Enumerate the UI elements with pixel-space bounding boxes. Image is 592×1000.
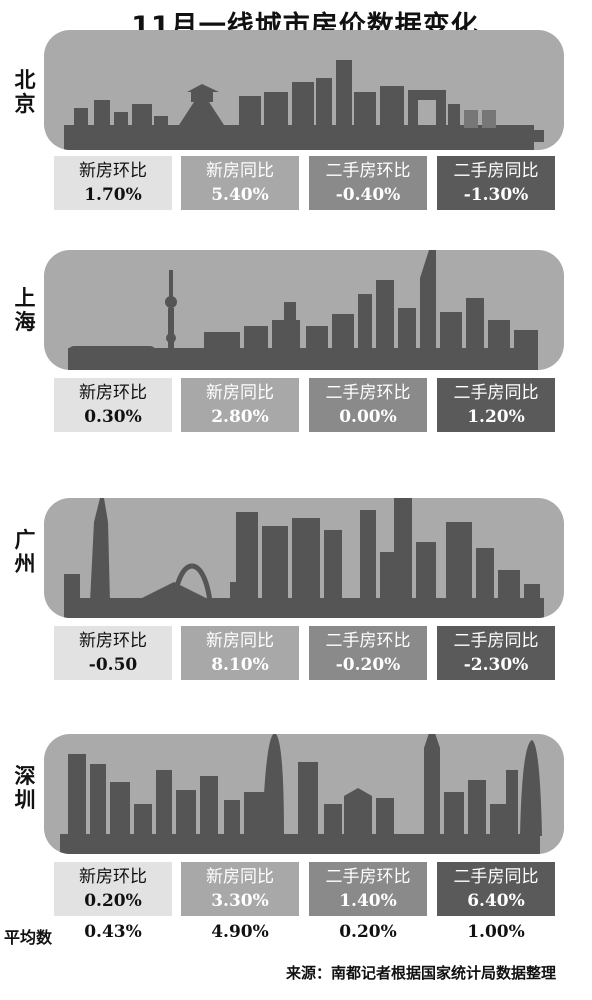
stat-cell-used-yoy: 二手房同比 -2.30% bbox=[437, 626, 555, 680]
skyline-shanghai bbox=[44, 250, 564, 370]
stat-value: -0.40% bbox=[335, 185, 401, 205]
stat-cell-new-mom: 新房环比 0.20% bbox=[54, 862, 172, 916]
city-panel-shanghai: 上海 bbox=[0, 250, 592, 460]
stat-label: 新房同比 bbox=[206, 867, 274, 887]
stat-label: 新房环比 bbox=[79, 867, 147, 887]
stat-cell-used-yoy: 二手房同比 -1.30% bbox=[437, 156, 555, 210]
stat-cell-used-mom: 二手房环比 0.00% bbox=[309, 378, 427, 432]
average-value-used-yoy: 1.00% bbox=[467, 922, 525, 942]
stat-value: 2.80% bbox=[211, 407, 269, 427]
stat-value: 1.20% bbox=[467, 407, 525, 427]
city-name: 深圳 bbox=[14, 764, 36, 812]
stat-label: 二手房环比 bbox=[325, 867, 411, 887]
city-panel-shenzhen: 深圳 bbox=[0, 734, 592, 944]
skyline-shenzhen bbox=[44, 734, 564, 854]
stat-value: 3.30% bbox=[211, 891, 269, 911]
stat-label: 二手房环比 bbox=[325, 631, 411, 651]
stat-cell-used-yoy: 二手房同比 6.40% bbox=[437, 862, 555, 916]
stat-cell-new-mom: 新房环比 0.30% bbox=[54, 378, 172, 432]
stat-cell-new-mom: 新房环比 -0.50 bbox=[54, 626, 172, 680]
average-label: 平均数 bbox=[4, 928, 53, 947]
stat-label: 新房同比 bbox=[206, 161, 274, 181]
skyline-beijing bbox=[44, 30, 564, 150]
skyline-guangzhou bbox=[44, 498, 564, 618]
stat-cell-new-yoy: 新房同比 3.30% bbox=[181, 862, 299, 916]
average-value-new-yoy: 4.90% bbox=[211, 922, 269, 942]
stat-cell-used-mom: 二手房环比 -0.20% bbox=[309, 626, 427, 680]
stat-label: 二手房同比 bbox=[453, 383, 539, 403]
stat-label: 二手房同比 bbox=[453, 867, 539, 887]
stat-label: 新房环比 bbox=[79, 631, 147, 651]
average-row: 平均数 0.43% 4.90% 0.20% 1.00% bbox=[0, 922, 592, 950]
stat-cell-used-yoy: 二手房同比 1.20% bbox=[437, 378, 555, 432]
city-panel-guangzhou: 广州 bbox=[0, 498, 592, 708]
stat-label: 新房同比 bbox=[206, 383, 274, 403]
city-name: 北京 bbox=[14, 68, 36, 116]
city-name: 广州 bbox=[14, 528, 36, 576]
stat-value: 1.70% bbox=[84, 185, 142, 205]
stat-value: 5.40% bbox=[211, 185, 269, 205]
source-note: 来源：南都记者根据国家统计局数据整理 bbox=[285, 964, 556, 982]
stat-value: 6.40% bbox=[467, 891, 525, 911]
stat-cell-new-yoy: 新房同比 8.10% bbox=[181, 626, 299, 680]
stat-cell-new-yoy: 新房同比 2.80% bbox=[181, 378, 299, 432]
stat-value: -0.50 bbox=[88, 655, 138, 675]
stat-value: 0.30% bbox=[84, 407, 142, 427]
stat-cell-used-mom: 二手房环比 1.40% bbox=[309, 862, 427, 916]
stat-cell-used-mom: 二手房环比 -0.40% bbox=[309, 156, 427, 210]
stat-label: 新房环比 bbox=[79, 161, 147, 181]
stat-label: 新房环比 bbox=[79, 383, 147, 403]
stat-cell-new-mom: 新房环比 1.70% bbox=[54, 156, 172, 210]
average-value-used-mom: 0.20% bbox=[339, 922, 397, 942]
stat-value: 0.20% bbox=[84, 891, 142, 911]
stat-label: 新房同比 bbox=[206, 631, 274, 651]
stat-label: 二手房同比 bbox=[453, 161, 539, 181]
average-value-new-mom: 0.43% bbox=[84, 922, 142, 942]
city-name: 上海 bbox=[14, 286, 36, 334]
city-panel-beijing: 北京 bbox=[0, 30, 592, 240]
stat-value: 8.10% bbox=[211, 655, 269, 675]
stat-label: 二手房同比 bbox=[453, 631, 539, 651]
stat-label: 二手房环比 bbox=[325, 161, 411, 181]
stat-value: -2.30% bbox=[463, 655, 529, 675]
stat-value: 0.00% bbox=[339, 407, 397, 427]
stat-value: 1.40% bbox=[339, 891, 397, 911]
stat-cell-new-yoy: 新房同比 5.40% bbox=[181, 156, 299, 210]
stat-label: 二手房环比 bbox=[325, 383, 411, 403]
stat-value: -0.20% bbox=[335, 655, 401, 675]
stat-value: -1.30% bbox=[463, 185, 529, 205]
